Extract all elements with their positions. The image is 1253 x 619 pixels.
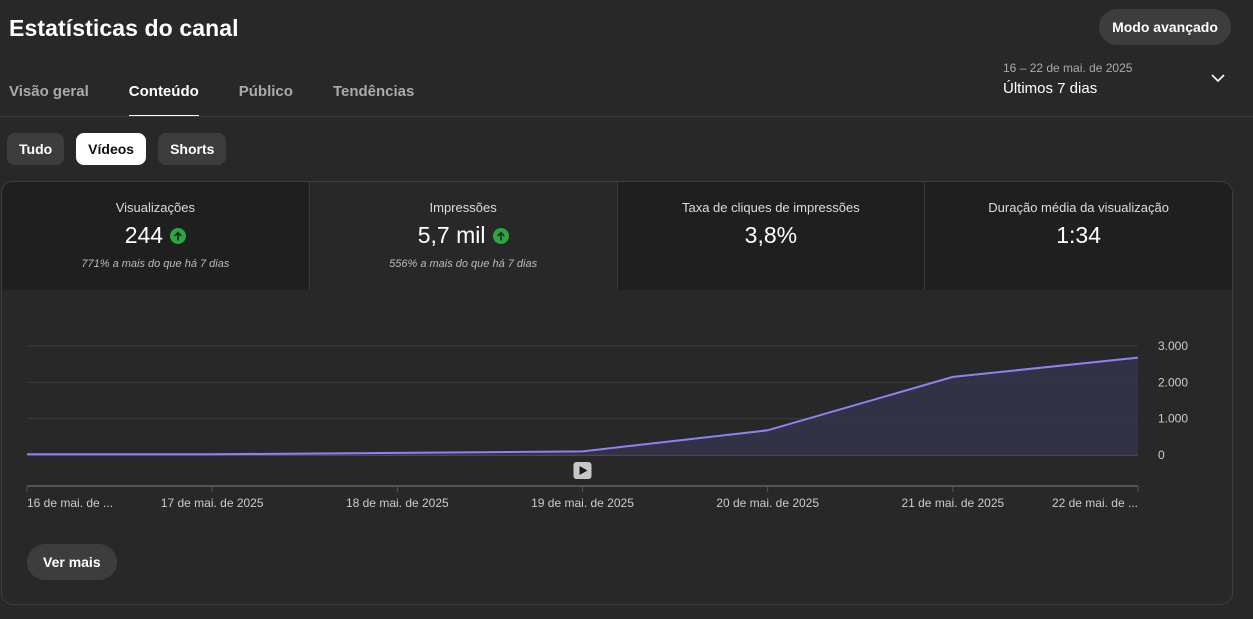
x-tick-label: 16 de mai. de ... <box>27 496 113 510</box>
metric-value-row: 244 <box>2 222 309 249</box>
advanced-mode-button[interactable]: Modo avançado <box>1099 9 1231 45</box>
date-range-label: Últimos 7 dias <box>1003 80 1098 97</box>
metric-avg-view-duration[interactable]: Duração média da visualização 1:34 <box>925 182 1232 290</box>
chevron-down-icon <box>1211 74 1225 83</box>
metric-label: Visualizações <box>115 200 195 215</box>
see-more-button[interactable]: Ver mais <box>27 544 117 580</box>
y-tick-label: 3.000 <box>1158 339 1188 353</box>
metric-value-row: 1:34 <box>925 222 1232 249</box>
metric-value-row: 5,7 mil <box>310 222 617 249</box>
metric-label: Duração média da visualização <box>988 200 1169 215</box>
metric-value: 244 <box>124 222 164 248</box>
y-tick-label: 2.000 <box>1158 375 1188 389</box>
tab-trends[interactable]: Tendências <box>332 83 415 100</box>
filter-chip-all[interactable]: Tudo <box>7 133 65 165</box>
filter-chip-shorts[interactable]: Shorts <box>158 133 227 165</box>
series-area <box>27 357 1138 455</box>
metric-tabs: Visualizações 244 771% a mais do que há … <box>2 182 1232 290</box>
tab-content[interactable]: Conteúdo <box>128 83 199 117</box>
x-tick-label: 17 de mai. de 2025 <box>161 496 264 510</box>
x-tick-label: 18 de mai. de 2025 <box>346 496 449 510</box>
x-tick-label: 20 de mai. de 2025 <box>716 496 819 510</box>
metric-comparison: 771% a mais do que há 7 dias <box>81 258 230 270</box>
trend-up-icon <box>492 227 509 244</box>
metrics-card: Visualizações 244 771% a mais do que há … <box>1 181 1233 605</box>
filter-chip-videos[interactable]: Vídeos <box>76 133 147 165</box>
metric-label: Impressões <box>429 200 497 215</box>
y-tick-label: 1.000 <box>1158 412 1188 426</box>
metric-views[interactable]: Visualizações 244 771% a mais do que há … <box>2 182 310 290</box>
metric-label: Taxa de cliques de impressões <box>681 200 860 215</box>
metric-value-row: 3,8% <box>618 222 925 249</box>
x-tick-label: 21 de mai. de 2025 <box>901 496 1004 510</box>
series-line <box>27 356 1139 456</box>
x-tick-label: 22 de mai. de ... <box>1052 496 1138 510</box>
tab-bar: Visão geral Conteúdo Público Tendências <box>9 83 454 117</box>
metric-value: 3,8% <box>744 222 798 248</box>
page-title: Estatísticas do canal <box>9 15 239 41</box>
metric-ctr[interactable]: Taxa de cliques de impressões 3,8% <box>617 182 926 290</box>
y-tick-label: 0 <box>1158 448 1165 462</box>
metric-value: 5,7 mil <box>417 222 486 248</box>
tab-overview[interactable]: Visão geral <box>9 83 89 100</box>
tab-divider <box>0 116 1253 117</box>
date-range-picker[interactable]: 16 – 22 de mai. de 2025 Últimos 7 dias <box>1003 61 1235 101</box>
x-tick-label: 19 de mai. de 2025 <box>531 496 634 510</box>
tab-audience[interactable]: Público <box>238 83 293 100</box>
metric-comparison: 556% a mais do que há 7 dias <box>389 258 538 270</box>
metric-impressions[interactable]: Impressões 5,7 mil 556% a mais do que há… <box>309 182 618 290</box>
trend-up-icon <box>170 227 187 244</box>
video-marker-icon <box>573 462 592 479</box>
impressions-chart: 0 1.000 2.000 3.000 16 de mai. de ... 17 de m… <box>26 339 1188 510</box>
date-range-dates: 16 – 22 de mai. de 2025 <box>1003 61 1133 75</box>
content-type-filters: Tudo Vídeos Shorts <box>7 133 227 165</box>
metric-value: 1:34 <box>1056 222 1101 248</box>
